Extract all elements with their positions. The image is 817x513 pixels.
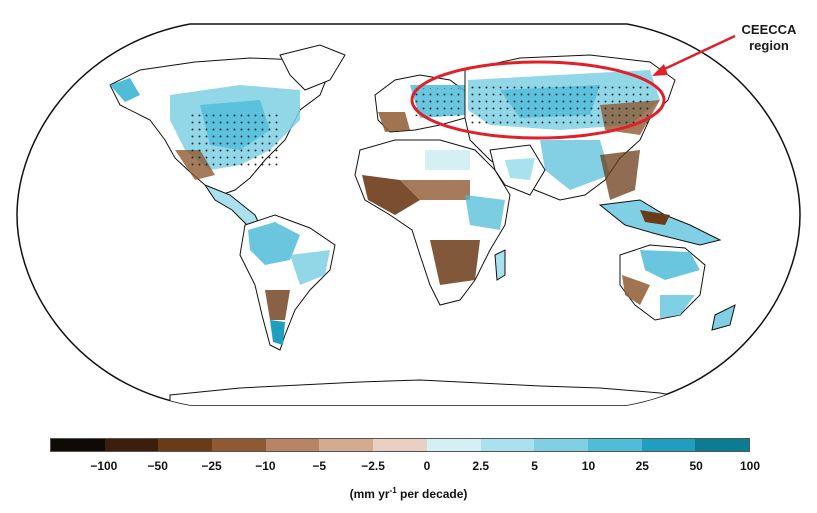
africa: [354, 139, 511, 306]
legend-tick-label: −10: [255, 459, 276, 473]
southeast-asia: [598, 199, 722, 246]
legend-swatch: [373, 439, 427, 451]
legend-swatch: [695, 439, 749, 451]
europe: [374, 74, 471, 133]
legend-tick-label: −2.5: [361, 459, 385, 473]
legend-tick-label: 100: [739, 459, 761, 473]
legend-tick-label: 0: [423, 459, 431, 473]
ceecca-label-line1: CEECCA: [741, 22, 797, 37]
legend-swatch: [51, 439, 105, 451]
legend-swatch: [265, 439, 320, 451]
legend-unit-label: (mm yr-1 per decade): [0, 486, 817, 501]
ceecca-callout-arrow: [657, 34, 736, 74]
ceecca-label-line2: region: [749, 38, 789, 53]
legend-unit-sup: -1: [389, 486, 397, 495]
legend-swatch: [104, 439, 159, 451]
antarctica: [169, 379, 701, 405]
legend-swatch: [212, 439, 266, 451]
legend-tick-label: 50: [689, 459, 703, 473]
ceecca-region-ellipse: [410, 60, 666, 140]
legend-swatch: [480, 439, 535, 451]
legend-tick-label: 2.5: [472, 459, 490, 473]
south-america: [239, 214, 336, 351]
madagascar: [494, 249, 506, 281]
greenland: [279, 44, 346, 91]
ceecca-arrowhead: [652, 64, 668, 76]
legend-swatch: [319, 439, 374, 451]
legend-swatch: [641, 439, 696, 451]
ceecca-label: CEECCA region: [734, 22, 804, 54]
legend-tick-label: 10: [581, 459, 596, 473]
legend-tick-label: −50: [147, 459, 168, 473]
new-zealand: [711, 304, 736, 331]
legend-tick-label: −25: [201, 459, 222, 473]
north-america: [109, 57, 331, 197]
legend-tick-label: 5: [531, 459, 538, 473]
legend-swatch: [587, 439, 642, 451]
legend-unit-tail: per decade): [396, 487, 468, 501]
legend-color-bar: [50, 438, 750, 452]
legend-swatch: [158, 439, 213, 451]
australia: [619, 244, 706, 321]
legend-swatch: [426, 439, 481, 451]
legend-tick-label: −5: [312, 459, 327, 473]
legend-swatch: [534, 439, 588, 451]
legend-unit-main: (mm yr: [349, 487, 390, 501]
legend-tick-label: −100: [90, 459, 118, 473]
legend-tick-label: 25: [635, 459, 649, 473]
